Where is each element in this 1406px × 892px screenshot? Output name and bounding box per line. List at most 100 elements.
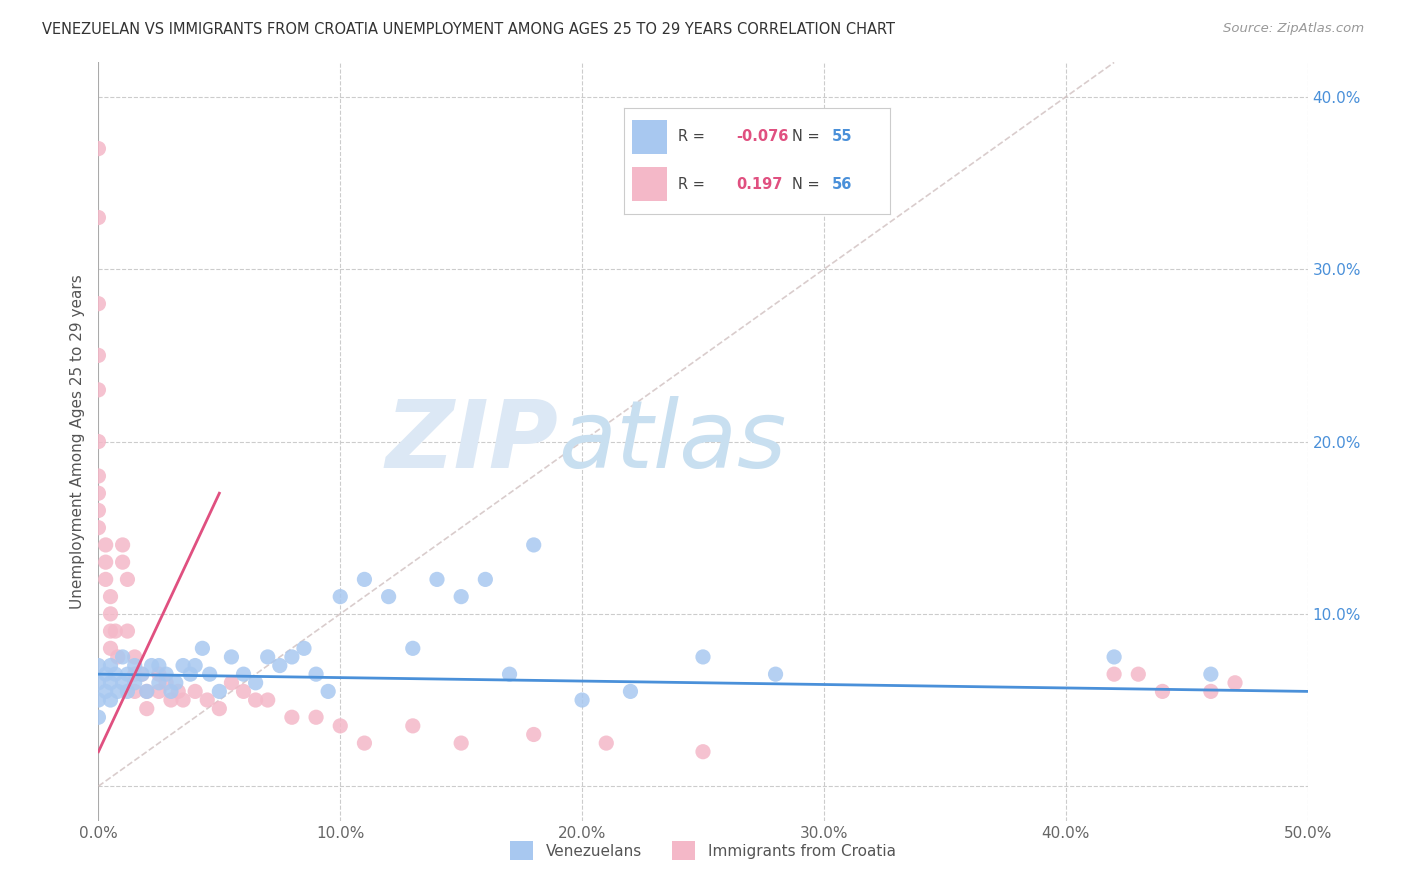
Point — [402, 641, 425, 656]
Point — [100, 607, 122, 621]
Point — [111, 538, 134, 552]
Point — [100, 693, 122, 707]
Point — [148, 658, 170, 673]
Point — [111, 555, 134, 569]
Point — [353, 573, 375, 587]
Point — [107, 649, 129, 664]
Point — [595, 736, 617, 750]
Text: Source: ZipAtlas.com: Source: ZipAtlas.com — [1223, 22, 1364, 36]
Point — [232, 684, 254, 698]
Point — [87, 348, 110, 362]
Point — [172, 658, 194, 673]
Point — [148, 684, 170, 698]
Point — [184, 684, 207, 698]
Point — [523, 538, 546, 552]
Point — [208, 684, 231, 698]
Point — [87, 710, 110, 724]
Point — [87, 693, 110, 707]
Point — [131, 667, 153, 681]
Point — [100, 624, 122, 639]
Point — [1223, 675, 1246, 690]
Point — [256, 693, 278, 707]
Legend: Venezuelans, Immigrants from Croatia: Venezuelans, Immigrants from Croatia — [505, 835, 901, 866]
Point — [87, 383, 110, 397]
Point — [281, 649, 304, 664]
Point — [124, 684, 146, 698]
Point — [619, 684, 641, 698]
Point — [160, 693, 183, 707]
Point — [402, 719, 425, 733]
Point — [165, 675, 187, 690]
Point — [94, 555, 117, 569]
Text: atlas: atlas — [558, 396, 786, 487]
Point — [135, 701, 157, 715]
Point — [100, 658, 122, 673]
Point — [148, 667, 170, 681]
Point — [117, 667, 139, 681]
Point — [1152, 684, 1174, 698]
Point — [87, 521, 110, 535]
Point — [195, 693, 218, 707]
Point — [292, 641, 315, 656]
Point — [377, 590, 399, 604]
Point — [104, 667, 127, 681]
Point — [87, 503, 110, 517]
Text: ZIP: ZIP — [385, 395, 558, 488]
Point — [316, 684, 339, 698]
Point — [198, 667, 221, 681]
Point — [692, 745, 714, 759]
Point — [498, 667, 520, 681]
Point — [94, 573, 117, 587]
Point — [124, 667, 146, 681]
Point — [450, 590, 472, 604]
Point — [160, 684, 183, 698]
Text: VENEZUELAN VS IMMIGRANTS FROM CROATIA UNEMPLOYMENT AMONG AGES 25 TO 29 YEARS COR: VENEZUELAN VS IMMIGRANTS FROM CROATIA UN… — [42, 22, 896, 37]
Point — [523, 727, 546, 741]
Point — [208, 701, 231, 715]
Point — [281, 710, 304, 724]
Point — [87, 486, 110, 500]
Point — [221, 649, 243, 664]
Point — [100, 675, 122, 690]
Point — [269, 658, 291, 673]
Point — [104, 624, 127, 639]
Point — [131, 667, 153, 681]
Point — [111, 649, 134, 664]
Point — [87, 211, 110, 225]
Point — [87, 675, 110, 690]
Point — [155, 667, 177, 681]
Point — [245, 675, 267, 690]
Point — [1128, 667, 1150, 681]
Point — [172, 693, 194, 707]
Point — [100, 590, 122, 604]
Point — [426, 573, 449, 587]
Point — [1199, 684, 1222, 698]
Point — [135, 684, 157, 698]
Point — [111, 675, 134, 690]
Point — [100, 641, 122, 656]
Point — [1102, 649, 1125, 664]
Point — [117, 624, 139, 639]
Point — [141, 658, 163, 673]
Point — [117, 684, 139, 698]
Point — [1199, 667, 1222, 681]
Point — [135, 684, 157, 698]
Point — [571, 693, 593, 707]
Point — [155, 675, 177, 690]
Point — [191, 641, 214, 656]
Point — [124, 658, 146, 673]
Point — [765, 667, 787, 681]
Point — [87, 142, 110, 156]
Point — [117, 573, 139, 587]
Point — [329, 590, 352, 604]
Point — [124, 675, 146, 690]
Point — [148, 675, 170, 690]
Y-axis label: Unemployment Among Ages 25 to 29 years: Unemployment Among Ages 25 to 29 years — [69, 274, 84, 609]
Point — [107, 684, 129, 698]
Point — [124, 649, 146, 664]
Point — [450, 736, 472, 750]
Point — [329, 719, 352, 733]
Point — [87, 434, 110, 449]
Point — [353, 736, 375, 750]
Point — [179, 667, 201, 681]
